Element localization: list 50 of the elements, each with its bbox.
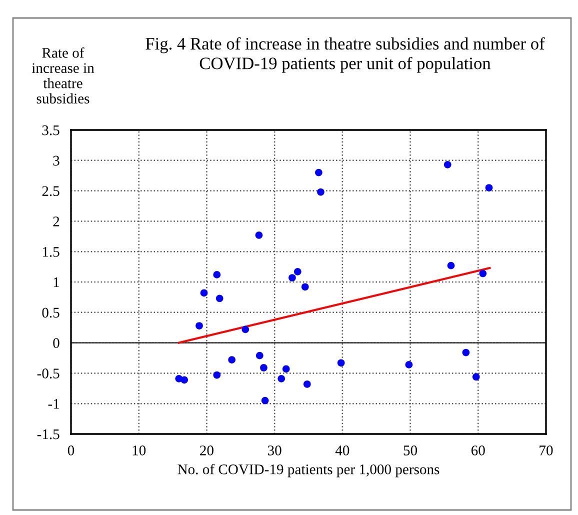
y-tick-label: 0.5 <box>42 308 60 318</box>
x-tick-label: 40 <box>335 446 350 456</box>
y-tick-label: 3 <box>53 156 60 166</box>
x-tick-label: 60 <box>471 446 485 456</box>
x-axis-title: No. of COVID-19 patients per 1,000 persons <box>178 464 440 478</box>
y-tick-label: -1.5 <box>37 429 60 440</box>
point <box>200 289 208 297</box>
x-tick-label: 50 <box>404 446 418 456</box>
x-tick-label: 0 <box>68 446 74 456</box>
point <box>228 356 236 364</box>
y-tick-label: 3.5 <box>42 125 60 136</box>
point <box>444 160 452 168</box>
x-tick-label: 30 <box>268 446 282 456</box>
point <box>479 270 487 278</box>
point <box>337 359 345 367</box>
point <box>255 232 263 239</box>
point <box>213 371 221 379</box>
point <box>242 326 250 334</box>
y-tick-label: -0.5 <box>37 368 60 378</box>
point <box>196 322 203 330</box>
y-tick-label: 0 <box>53 338 60 348</box>
point <box>260 364 268 372</box>
point <box>462 348 470 356</box>
point <box>261 396 269 404</box>
point <box>288 274 296 282</box>
point <box>315 168 322 176</box>
x-tick-label: 20 <box>200 446 214 456</box>
point <box>485 184 493 192</box>
point <box>282 365 290 373</box>
point <box>256 352 264 360</box>
y-tick-label: -1 <box>48 399 60 409</box>
point <box>472 373 480 381</box>
point <box>405 361 413 368</box>
point <box>216 294 224 302</box>
y-tick-label: 2 <box>53 216 60 226</box>
chart-title: Fig. 4 Rate of increase in theatre subsidies and number of COVID-19 patients per unit of population <box>146 37 545 73</box>
y-tick-label: 1 <box>54 277 60 288</box>
point <box>303 380 311 388</box>
point <box>294 268 302 276</box>
y-axis-title: Rate of increase in theatre subsidies <box>32 47 94 104</box>
point <box>317 188 324 196</box>
point <box>180 376 188 384</box>
x-tick-label: 10 <box>132 446 146 456</box>
point <box>278 375 286 382</box>
x-tick-label: 70 <box>540 446 553 456</box>
point <box>301 283 309 291</box>
y-tick-label: 2.5 <box>42 186 60 196</box>
y-tick-label: 1.5 <box>42 247 60 257</box>
point <box>447 262 455 270</box>
point <box>213 271 221 278</box>
